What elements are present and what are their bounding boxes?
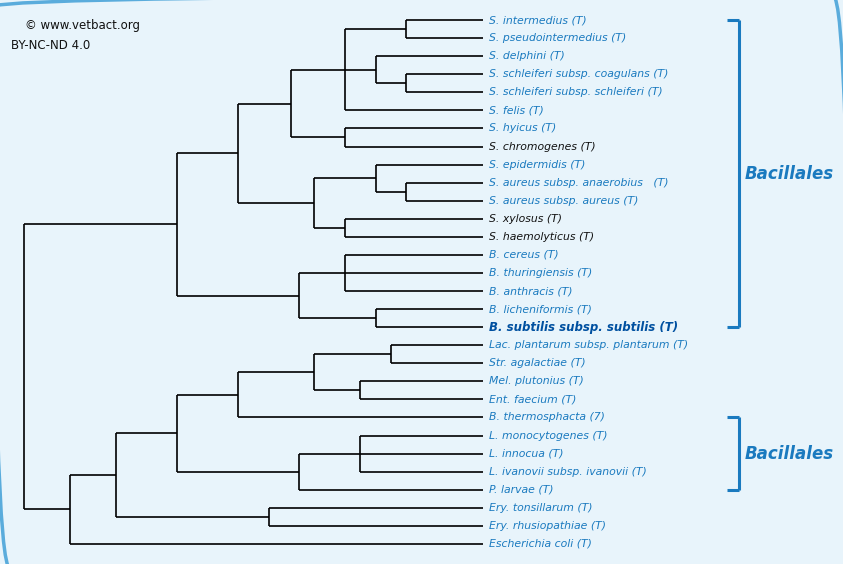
Text: Str. agalactiae (T): Str. agalactiae (T) [489,358,585,368]
Text: Escherichia coli (T): Escherichia coli (T) [489,539,592,549]
Text: Ent. faecium (T): Ent. faecium (T) [489,394,576,404]
Text: S. hyicus (T): S. hyicus (T) [489,124,556,134]
Text: S. delphini (T): S. delphini (T) [489,51,565,61]
Text: L. innocua (T): L. innocua (T) [489,448,563,459]
Text: L. monocytogenes (T): L. monocytogenes (T) [489,430,607,440]
Text: Bacillales: Bacillales [744,444,834,462]
Text: S. intermedius (T): S. intermedius (T) [489,15,587,25]
Text: Ery. rhusiopathiae (T): Ery. rhusiopathiae (T) [489,521,606,531]
Text: S. aureus subsp. anaerobius   (T): S. aureus subsp. anaerobius (T) [489,178,668,188]
Text: S. epidermidis (T): S. epidermidis (T) [489,160,585,170]
Text: B. subtilis subsp. subtilis (T): B. subtilis subsp. subtilis (T) [489,321,678,334]
Text: B. cereus (T): B. cereus (T) [489,250,558,260]
Text: B. thuringiensis (T): B. thuringiensis (T) [489,268,592,278]
Text: B. thermosphacta (7): B. thermosphacta (7) [489,412,604,422]
Text: S. pseudointermedius (T): S. pseudointermedius (T) [489,33,626,43]
Text: S. xylosus (T): S. xylosus (T) [489,214,561,224]
Text: L. ivanovii subsp. ivanovii (T): L. ivanovii subsp. ivanovii (T) [489,466,647,477]
Text: Ery. tonsillarum (T): Ery. tonsillarum (T) [489,503,593,513]
Text: B. licheniformis (T): B. licheniformis (T) [489,304,592,314]
Text: P. larvae (T): P. larvae (T) [489,484,553,495]
Text: B. anthracis (T): B. anthracis (T) [489,286,572,296]
Text: Mel. plutonius (T): Mel. plutonius (T) [489,376,583,386]
Text: S. aureus subsp. aureus (T): S. aureus subsp. aureus (T) [489,196,638,206]
Text: Lac. plantarum subsp. plantarum (T): Lac. plantarum subsp. plantarum (T) [489,340,688,350]
Text: S. schleiferi subsp. coagulans (T): S. schleiferi subsp. coagulans (T) [489,69,668,80]
Text: S. haemolyticus (T): S. haemolyticus (T) [489,232,594,242]
Text: S. schleiferi subsp. schleiferi (T): S. schleiferi subsp. schleiferi (T) [489,87,663,98]
Text: S. felis (T): S. felis (T) [489,105,544,116]
Text: S. chromogenes (T): S. chromogenes (T) [489,142,595,152]
Text: © www.vetbact.org: © www.vetbact.org [25,19,140,32]
Text: BY-NC-ND 4.0: BY-NC-ND 4.0 [11,39,90,52]
Text: Bacillales: Bacillales [744,165,834,183]
